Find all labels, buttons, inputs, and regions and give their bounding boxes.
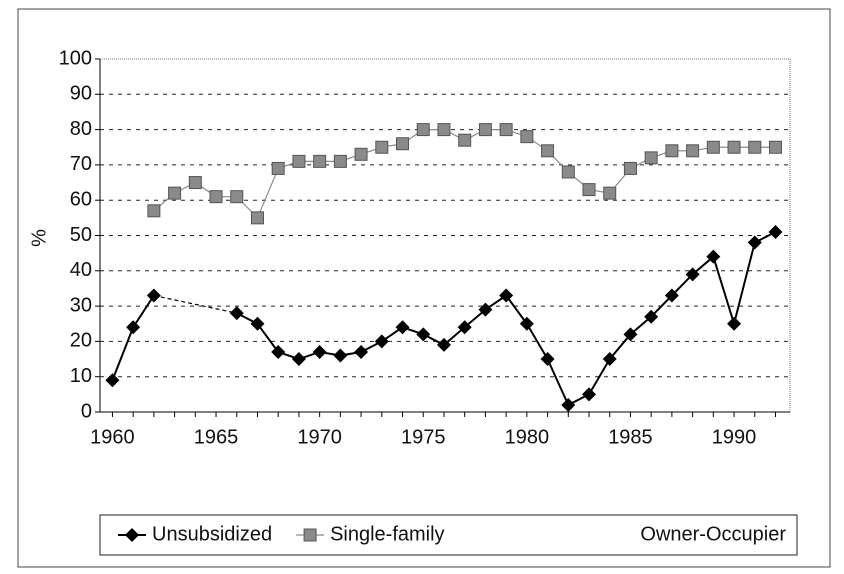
x-tick-label: 1990 [712,426,757,448]
data-point [686,144,700,158]
data-point [374,334,389,349]
data-point [602,352,617,367]
data-point [292,154,306,168]
y-axis-label: % [28,229,50,247]
legend-note: Owner-Occupier [640,523,786,545]
data-point [665,144,679,158]
data-point [105,373,120,388]
data-point [727,140,741,154]
data-point [664,288,679,303]
data-point [582,183,596,197]
series-line [111,231,776,407]
data-point [126,320,141,335]
data-point [623,161,637,175]
legend-swatch-marker [125,528,139,542]
data-point [768,140,782,154]
data-point [519,316,534,331]
data-point [250,316,265,331]
y-tick-label: 70 [70,153,92,175]
y-tick-label: 40 [70,259,92,281]
data-point [706,140,720,154]
legend-label: Single-family [330,523,444,545]
x-tick-label: 1985 [608,426,653,448]
x-tick-label: 1960 [90,426,135,448]
y-tick-label: 60 [70,188,92,210]
y-tick-label: 80 [70,118,92,140]
data-point [209,190,223,204]
data-point [313,154,327,168]
data-point [478,302,493,317]
y-tick-label: 30 [70,294,92,316]
data-point [685,267,700,282]
data-point [541,144,555,158]
x-tick-label: 1980 [505,426,550,448]
data-point [457,320,472,335]
data-point [146,288,161,303]
data-point [230,190,244,204]
data-point [375,140,389,154]
data-point [147,204,161,218]
data-point [271,161,285,175]
data-point [271,344,286,359]
legend [99,514,798,556]
data-point [291,352,306,367]
data-point [436,337,451,352]
data-point [250,211,264,225]
data-point [499,288,514,303]
data-point [727,316,742,331]
frame [17,8,831,568]
data-point [644,151,658,165]
data-point [396,137,410,151]
data-point [312,344,327,359]
data-point [540,352,555,367]
y-tick-label: 0 [81,400,92,422]
data-point [623,327,638,342]
y-tick-label: 100 [59,47,92,69]
data-point [416,123,430,137]
data-point [561,397,576,412]
legend-label: Unsubsidized [152,523,272,545]
data-point [644,309,659,324]
data-point [499,123,513,137]
data-point [582,387,597,402]
data-point [437,123,451,137]
legend-swatch-marker [303,528,317,542]
data-point [354,147,368,161]
y-tick-label: 50 [70,224,92,246]
data-point [768,224,783,239]
data-point [478,123,492,137]
data-point [354,344,369,359]
x-tick-label: 1975 [401,426,446,448]
data-point [416,327,431,342]
data-point [748,140,762,154]
y-tick-label: 20 [70,330,92,352]
data-point [603,186,617,200]
x-tick-label: 1965 [194,426,239,448]
x-tick-label: 1970 [297,426,342,448]
data-point [333,348,348,363]
data-point [520,130,534,144]
data-point [229,306,244,321]
data-point [561,165,575,179]
data-point [188,176,202,190]
data-point [168,186,182,200]
data-point [333,154,347,168]
gap-bridge [153,294,237,314]
data-point [747,235,762,250]
y-tick-label: 10 [70,365,92,387]
data-point [395,320,410,335]
data-point [458,133,472,147]
data-point [706,249,721,264]
y-tick-label: 90 [70,83,92,105]
